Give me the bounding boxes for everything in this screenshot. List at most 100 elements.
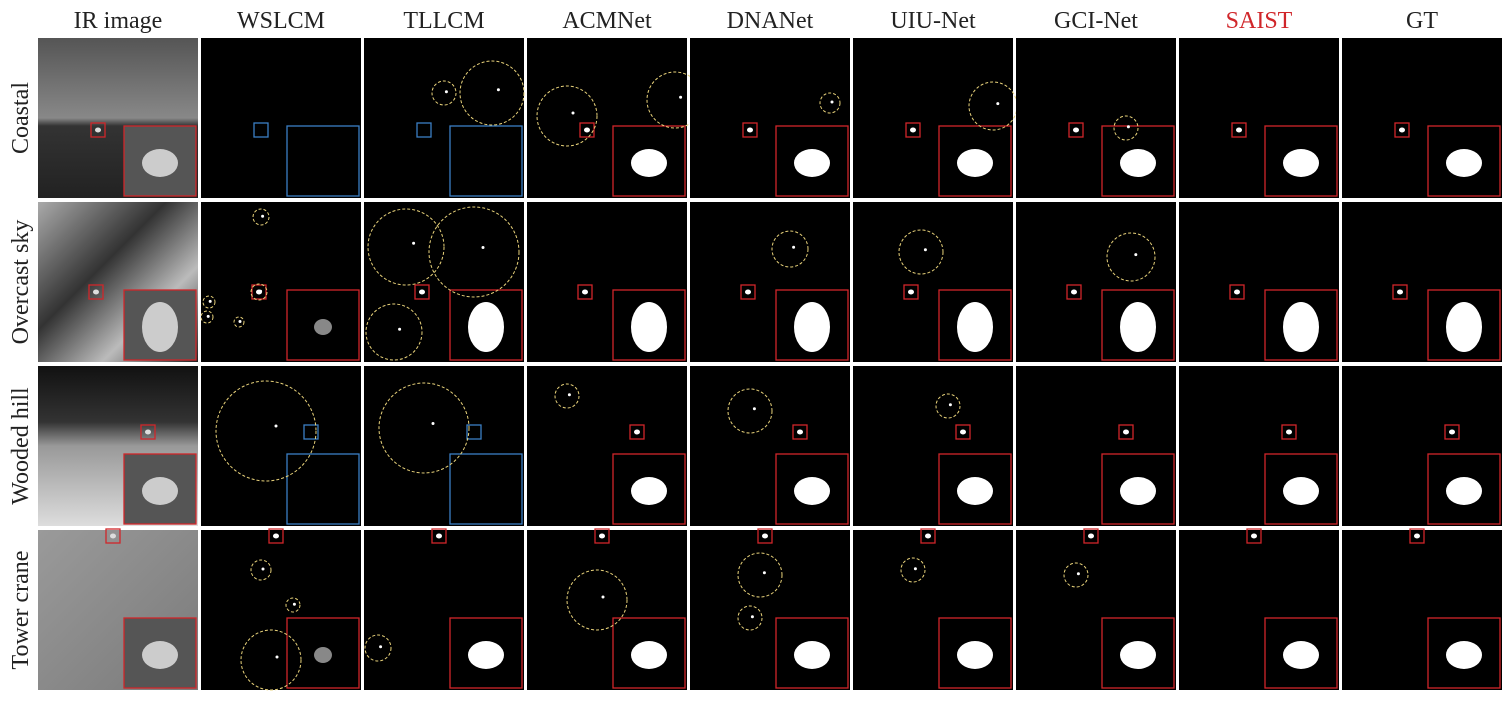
target [145,429,151,435]
false-alarm [792,245,796,249]
image-cell [201,38,361,198]
image-cell [853,528,1013,690]
zoom-inset [123,453,197,525]
false-alarm-circle [737,552,783,598]
target [908,289,914,295]
false-alarm-circle [285,597,301,613]
target [1236,127,1242,133]
image-cell [200,202,361,362]
target [1251,533,1257,539]
target [582,289,588,295]
target [1234,289,1240,295]
image-cell [364,38,525,198]
target [1399,127,1405,133]
zoom-target [468,302,504,352]
false-alarm-circle [365,303,423,361]
zoom-target [142,477,178,505]
target [747,127,753,133]
column-header: DNANet [727,8,814,34]
target-box [1394,122,1410,138]
image-cell [38,366,198,526]
target-box [140,424,156,440]
target [910,127,916,133]
zoom-target [1446,641,1482,669]
zoom-target [957,477,993,505]
zoom-inset [449,125,523,197]
target [95,127,101,133]
zoom-target [142,302,178,352]
target [745,289,751,295]
false-alarm-circle [428,206,520,298]
false-alarm-circle [240,629,302,691]
false-alarm-circle [250,283,268,301]
zoom-target [1446,477,1482,505]
false-alarm [275,655,279,659]
false-alarm [431,422,435,425]
target [436,533,442,539]
false-alarm [208,299,212,303]
image-cell [1016,528,1176,690]
image-cell [1016,202,1176,362]
zoom-target [1446,149,1482,177]
target-box [1083,528,1099,544]
false-alarm [762,571,766,575]
column-header: WSLCM [237,8,325,34]
target-box [1068,122,1084,138]
zoom-target [631,477,667,505]
zoom-target [631,302,667,352]
target-box [757,528,773,544]
image-cell [853,38,1018,198]
image-cell [38,202,198,362]
image-cell [201,366,361,526]
zoom-target [1120,641,1156,669]
image-cell [1342,202,1502,362]
image-cell [1016,366,1176,526]
false-alarm [830,100,834,104]
zoom-target [1283,477,1319,505]
target [960,429,966,435]
false-alarm [996,102,1000,106]
target [419,289,425,295]
false-alarm [601,595,605,599]
false-alarm-circle [1063,562,1089,588]
zoom-target [631,641,667,669]
false-alarm-circle [727,388,773,434]
false-alarm [750,615,754,619]
zoom-target [314,647,332,663]
zoom-target [1283,302,1319,352]
false-alarm-circle [367,208,445,286]
target-box [416,122,432,138]
zoom-target [1446,302,1482,352]
target-box [414,284,430,300]
target [925,533,931,539]
target-box [251,284,267,300]
false-alarm [567,393,571,397]
false-alarm [948,403,952,407]
target-box [88,284,104,300]
target-box [431,528,447,544]
image-cell [1342,38,1502,198]
target [1449,429,1455,435]
false-alarm [1076,572,1080,576]
target-box [1392,284,1408,300]
false-alarm [481,246,485,249]
zoom-target [631,149,667,177]
false-alarm-circle [364,634,392,662]
target-box [268,528,284,544]
target-box [920,528,936,544]
image-cell [527,38,704,198]
image-cell [1179,38,1339,198]
target-box [1118,424,1134,440]
target [1123,429,1129,435]
false-alarm-circle [566,569,628,631]
row-label: Overcast sky [8,220,34,345]
image-cell [690,528,850,690]
image-cell [853,366,1013,526]
column-header: GCI-Net [1054,8,1138,34]
image-cell [690,366,850,526]
zoom-target [1283,149,1319,177]
false-alarm [1126,125,1130,129]
image-cell [1342,366,1502,526]
false-alarm [913,567,917,571]
